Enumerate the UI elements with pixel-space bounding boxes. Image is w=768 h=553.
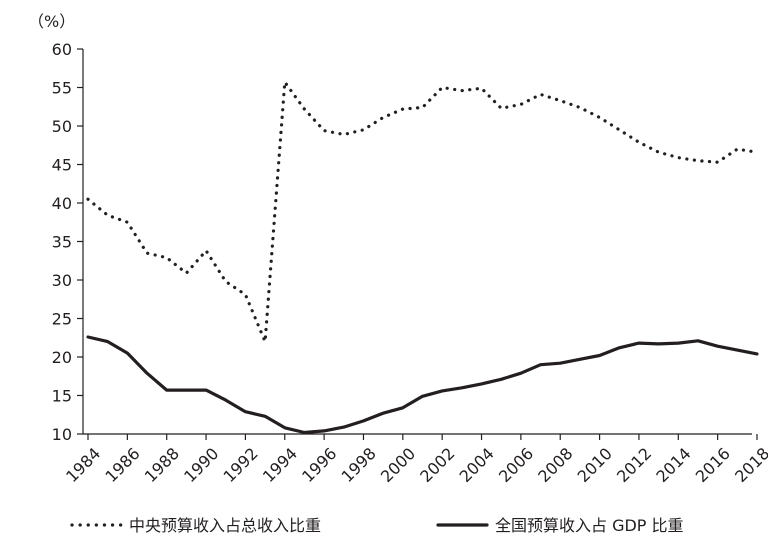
series-line-gdp-share <box>86 335 759 435</box>
y-tick-label: 40 <box>52 194 72 213</box>
x-tick-label: 2002 <box>416 444 458 486</box>
y-tick-label: 25 <box>52 310 72 329</box>
x-tick-label: 1998 <box>338 444 380 486</box>
y-axis-unit-label: （%） <box>28 12 75 31</box>
y-tick-label: 60 <box>52 40 72 59</box>
series-line-central-share <box>86 80 759 344</box>
x-tick-label: 2000 <box>377 444 419 486</box>
y-tick-label: 30 <box>52 271 72 290</box>
x-axis-ticks: 1984198619881990199219941996199820002002… <box>62 434 768 486</box>
x-tick-label: 1996 <box>298 444 340 486</box>
y-tick-label: 55 <box>52 79 72 98</box>
legend: 中央预算收入占总收入比重 全国预算收入占 GDP 比重 <box>70 516 684 535</box>
y-tick-label: 20 <box>52 348 72 367</box>
x-tick-label: 2016 <box>692 444 734 486</box>
legend-label: 中央预算收入占总收入比重 <box>129 516 321 535</box>
x-tick-label: 2008 <box>534 444 576 486</box>
y-tick-label: 15 <box>52 387 72 406</box>
x-tick-label: 1988 <box>141 444 183 486</box>
legend-label: 全国预算收入占 GDP 比重 <box>495 516 684 535</box>
x-tick-label: 1984 <box>62 444 104 486</box>
x-tick-label: 2014 <box>652 444 694 486</box>
y-tick-label: 10 <box>52 425 72 444</box>
x-tick-label: 1990 <box>180 444 222 486</box>
y-axis-ticks: 10 15 20 25 30 35 40 45 50 55 60 <box>52 40 83 444</box>
y-tick-label: 50 <box>52 117 72 136</box>
x-tick-label: 2018 <box>731 444 768 486</box>
x-tick-label: 2004 <box>456 444 498 486</box>
legend-item: 中央预算收入占总收入比重 <box>70 516 321 535</box>
x-tick-label: 2010 <box>574 444 616 486</box>
legend-item: 全国预算收入占 GDP 比重 <box>436 516 684 535</box>
x-tick-label: 1992 <box>219 444 261 486</box>
x-tick-label: 1986 <box>101 444 143 486</box>
y-tick-label: 35 <box>52 233 72 252</box>
x-tick-label: 1994 <box>259 444 301 486</box>
x-tick-label: 2006 <box>495 444 537 486</box>
y-tick-label: 45 <box>52 156 72 175</box>
x-tick-label: 2012 <box>613 444 655 486</box>
series-layer <box>86 80 759 435</box>
